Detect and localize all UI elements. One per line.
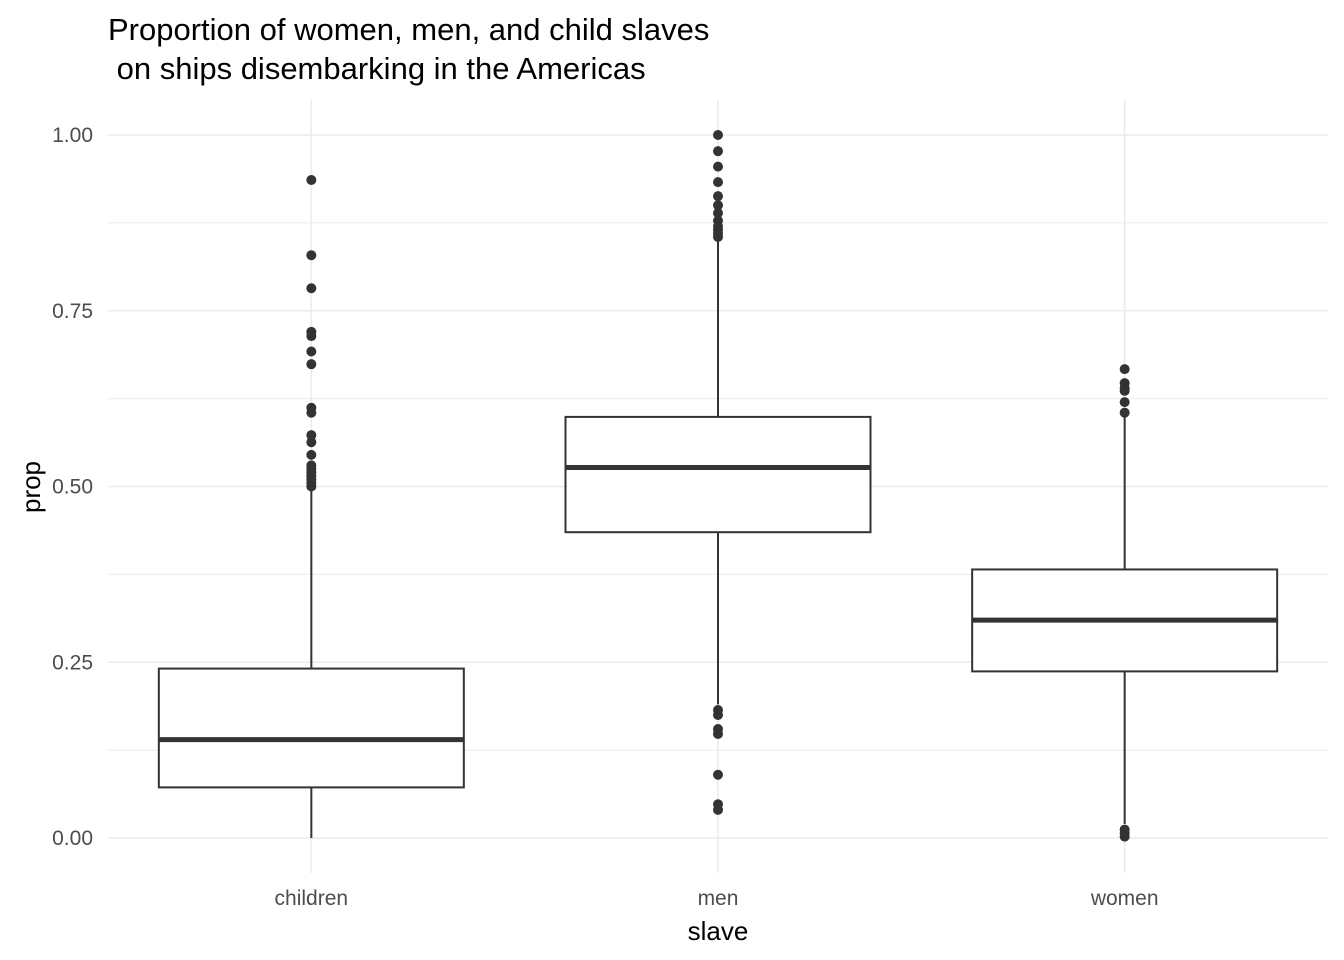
box-women: [971, 364, 1279, 842]
y-tick-label: 0.00: [52, 827, 93, 850]
x-tick-label: women: [1090, 887, 1159, 910]
outlier-point: [306, 481, 317, 492]
outlier-point: [1119, 831, 1130, 842]
y-tick-label: 0.50: [52, 476, 93, 499]
outlier-point: [1119, 385, 1130, 396]
outlier-point: [306, 359, 317, 370]
outlier-point: [713, 231, 723, 242]
outlier-point: [713, 146, 723, 157]
outlier-point: [713, 200, 723, 211]
outlier-point: [713, 191, 723, 202]
outlier-point: [306, 331, 317, 342]
outlier-point: [306, 174, 317, 185]
chart-title-line-1: Proportion of women, men, and child slav…: [108, 12, 709, 47]
outlier-point: [713, 769, 723, 780]
outlier-point: [306, 283, 317, 294]
outlier-point: [713, 208, 723, 219]
chart-title-line-2: on ships disembarking in the Americas: [108, 51, 646, 86]
y-tick-label: 1.00: [52, 124, 93, 147]
outlier-point: [713, 728, 723, 739]
outlier-point: [713, 130, 723, 140]
outlier-point: [713, 177, 723, 188]
ticks: 0.00 0.25 0.50 0.75 1.00 children men women: [52, 124, 1158, 910]
box-children: [157, 174, 465, 838]
iqr-box: [157, 667, 465, 789]
y-tick-label: 0.75: [52, 300, 93, 323]
outlier-point: [1119, 407, 1130, 418]
outlier-point: [306, 407, 317, 418]
outlier-point: [306, 437, 317, 448]
outlier-point: [306, 430, 317, 441]
x-tick-label: children: [275, 887, 349, 910]
iqr-box: [564, 415, 872, 534]
outlier-point: [713, 161, 723, 172]
x-axis-title: slave: [688, 916, 749, 946]
outlier-point: [713, 709, 723, 720]
y-tick-label: 0.25: [52, 651, 93, 674]
outlier-point: [1119, 364, 1130, 375]
outlier-point: [1119, 397, 1130, 408]
outlier-point: [306, 250, 317, 261]
boxes: [157, 130, 1279, 842]
outlier-point: [306, 449, 317, 460]
box-men: [564, 130, 872, 815]
outlier-point: [713, 804, 723, 815]
outlier-point: [306, 346, 317, 357]
y-axis-title: prop: [16, 461, 46, 513]
x-tick-label: men: [698, 887, 739, 910]
